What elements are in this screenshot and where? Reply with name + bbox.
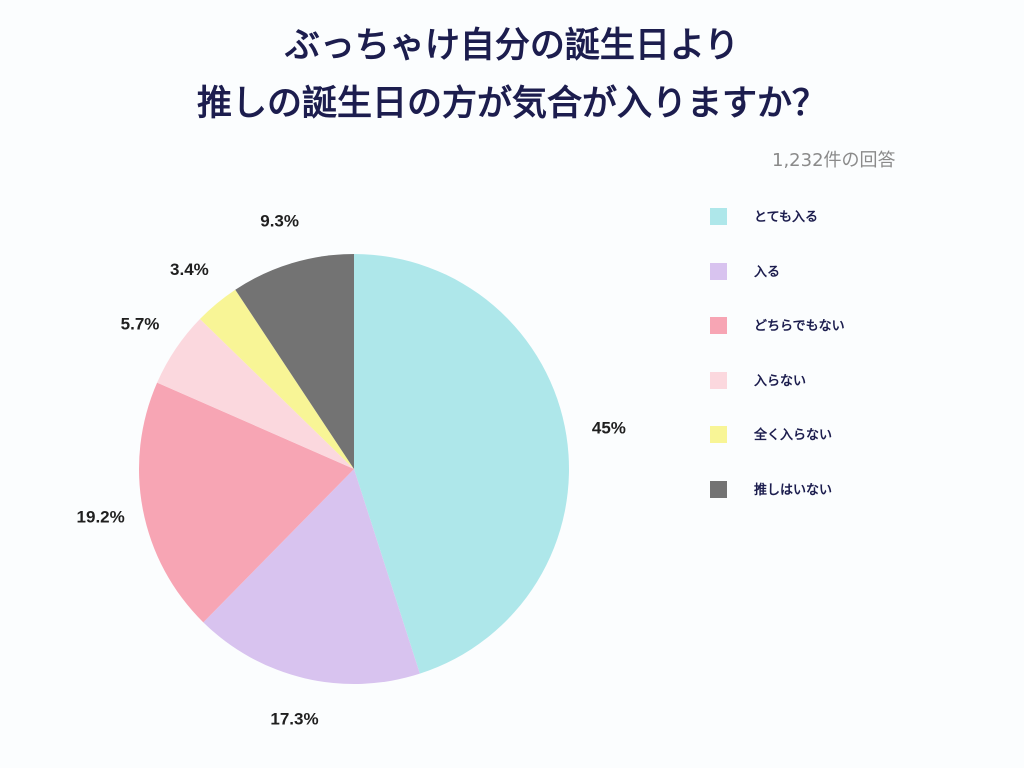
legend-swatch-0	[710, 208, 727, 225]
pie-slices	[139, 254, 570, 684]
legend-swatch-4	[710, 426, 727, 443]
legend-swatch-1	[710, 262, 727, 280]
legend-swatch-2	[710, 317, 727, 334]
pie-slice-1	[203, 469, 420, 684]
legend-label-5: 推しはいない	[754, 482, 833, 498]
chart-title-line-1: ぶっちゃけ自分の誕生日より	[284, 26, 740, 66]
pie-slice-3	[157, 319, 354, 469]
legend-label-4: 全く入らない	[754, 428, 833, 443]
legend-label-1: 入る	[754, 264, 781, 280]
pie-labels: 45% 17.3% 19.2% 5.7% 3.4% 9.3%	[77, 211, 626, 728]
response-count: 1,232件の回答	[772, 150, 896, 171]
pie-slice-label-5: 9.3%	[260, 211, 299, 230]
pie-slice-5	[235, 254, 354, 469]
pie-slice-label-0: 45%	[592, 418, 626, 437]
pie-slice-2	[139, 382, 354, 623]
pie-slice-label-1: 17.3%	[270, 710, 318, 729]
pie-slice-label-4: 3.4%	[170, 260, 209, 279]
legend-label-2: どちらでもない	[754, 319, 845, 334]
legend-label-0: とても入る	[754, 210, 818, 225]
pie-slice-4	[199, 289, 354, 469]
pie-slice-0	[354, 254, 570, 674]
pie-slice-label-2: 19.2%	[77, 507, 125, 526]
chart-title-line-2: 推しの誕生日の方が気合が入りますか？	[196, 84, 827, 124]
legend-swatch-3	[710, 371, 727, 389]
legend-swatch-5	[710, 480, 727, 498]
legend-label-3: 入らない	[754, 373, 807, 389]
pie-slice-label-3: 5.7%	[121, 314, 160, 333]
